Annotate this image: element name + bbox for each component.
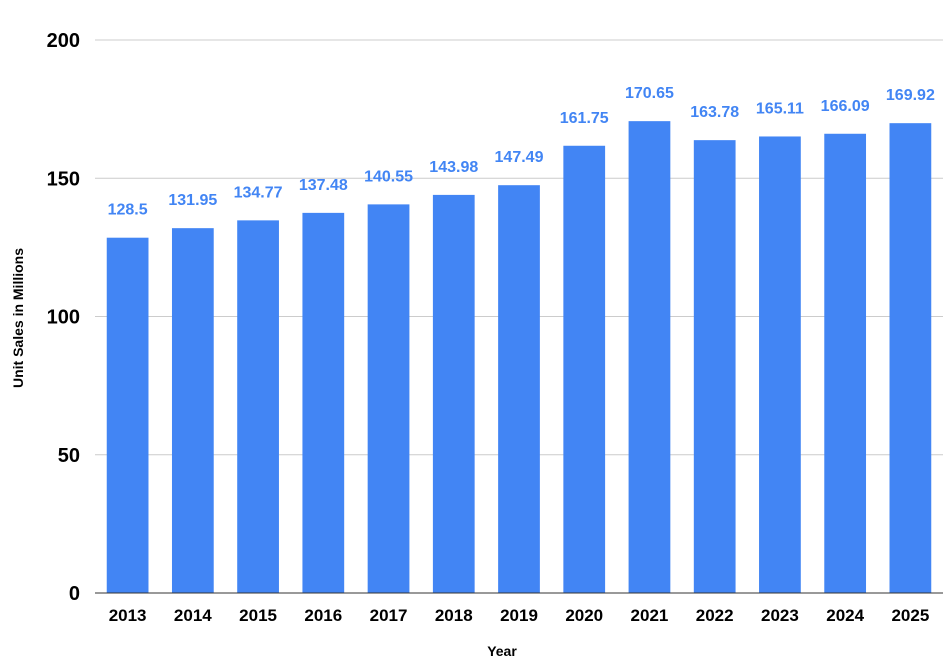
x-axis-ticks: 2013 2014 2015 2016 2017 2018 2019 2020 2021 2022…	[109, 606, 930, 625]
x-tick-label-2014: 2014	[174, 606, 212, 625]
data-labels: 128.5 131.95 134.77 137.48 140.55 143.98 147.4…	[108, 85, 935, 219]
x-tick-label-2017: 2017	[370, 606, 408, 625]
bar-2021	[628, 121, 671, 594]
x-tick-label-2013: 2013	[109, 606, 147, 625]
x-tick-label-2021: 2021	[631, 606, 669, 625]
x-tick-label-2015: 2015	[239, 606, 277, 625]
data-label-2023: 165.11	[756, 100, 804, 117]
data-label-2016: 137.48	[299, 177, 348, 194]
x-tick-label-2018: 2018	[435, 606, 473, 625]
bar-2022	[693, 140, 736, 593]
y-tick-label: 0	[69, 583, 80, 605]
bar-2020	[563, 145, 606, 594]
x-tick-label-2024: 2024	[826, 606, 864, 625]
bar-2016	[302, 212, 345, 593]
bar-2018	[432, 194, 475, 593]
bars	[106, 121, 932, 594]
data-label-2015: 134.77	[234, 184, 283, 201]
x-tick-label-2025: 2025	[891, 606, 929, 625]
x-tick-label-2020: 2020	[565, 606, 603, 625]
x-tick-label-2022: 2022	[696, 606, 734, 625]
data-label-2017: 140.55	[364, 168, 413, 185]
bar-2015	[237, 220, 279, 593]
x-axis-title: Year	[487, 643, 517, 659]
data-label-2014: 131.95	[168, 192, 217, 209]
x-tick-label-2023: 2023	[761, 606, 799, 625]
x-tick-label-2016: 2016	[304, 606, 342, 625]
data-label-2025: 169.92	[886, 87, 935, 104]
data-label-2024: 166.09	[821, 98, 870, 115]
bar-2013	[106, 237, 149, 593]
data-label-2018: 143.98	[429, 159, 478, 176]
y-axis-ticks: 0 50 100 150 200	[47, 30, 80, 605]
y-axis-title: Unit Sales in Millions	[10, 248, 26, 388]
y-tick-label: 200	[47, 30, 80, 52]
bar-2024	[824, 133, 867, 593]
data-label-2013: 128.5	[108, 202, 148, 219]
y-tick-label: 150	[47, 168, 80, 190]
bar-2023	[759, 136, 801, 593]
data-label-2022: 163.78	[690, 104, 739, 121]
bar-2025	[889, 123, 932, 593]
data-label-2020: 161.75	[560, 110, 609, 127]
data-label-2021: 170.65	[625, 85, 674, 102]
x-tick-label-2019: 2019	[500, 606, 538, 625]
bar-2014	[171, 228, 214, 593]
bar-2017	[367, 204, 410, 593]
y-tick-label: 50	[58, 445, 80, 467]
y-tick-label: 100	[47, 307, 80, 329]
data-label-2019: 147.49	[495, 149, 544, 166]
bar-2019	[498, 185, 540, 593]
